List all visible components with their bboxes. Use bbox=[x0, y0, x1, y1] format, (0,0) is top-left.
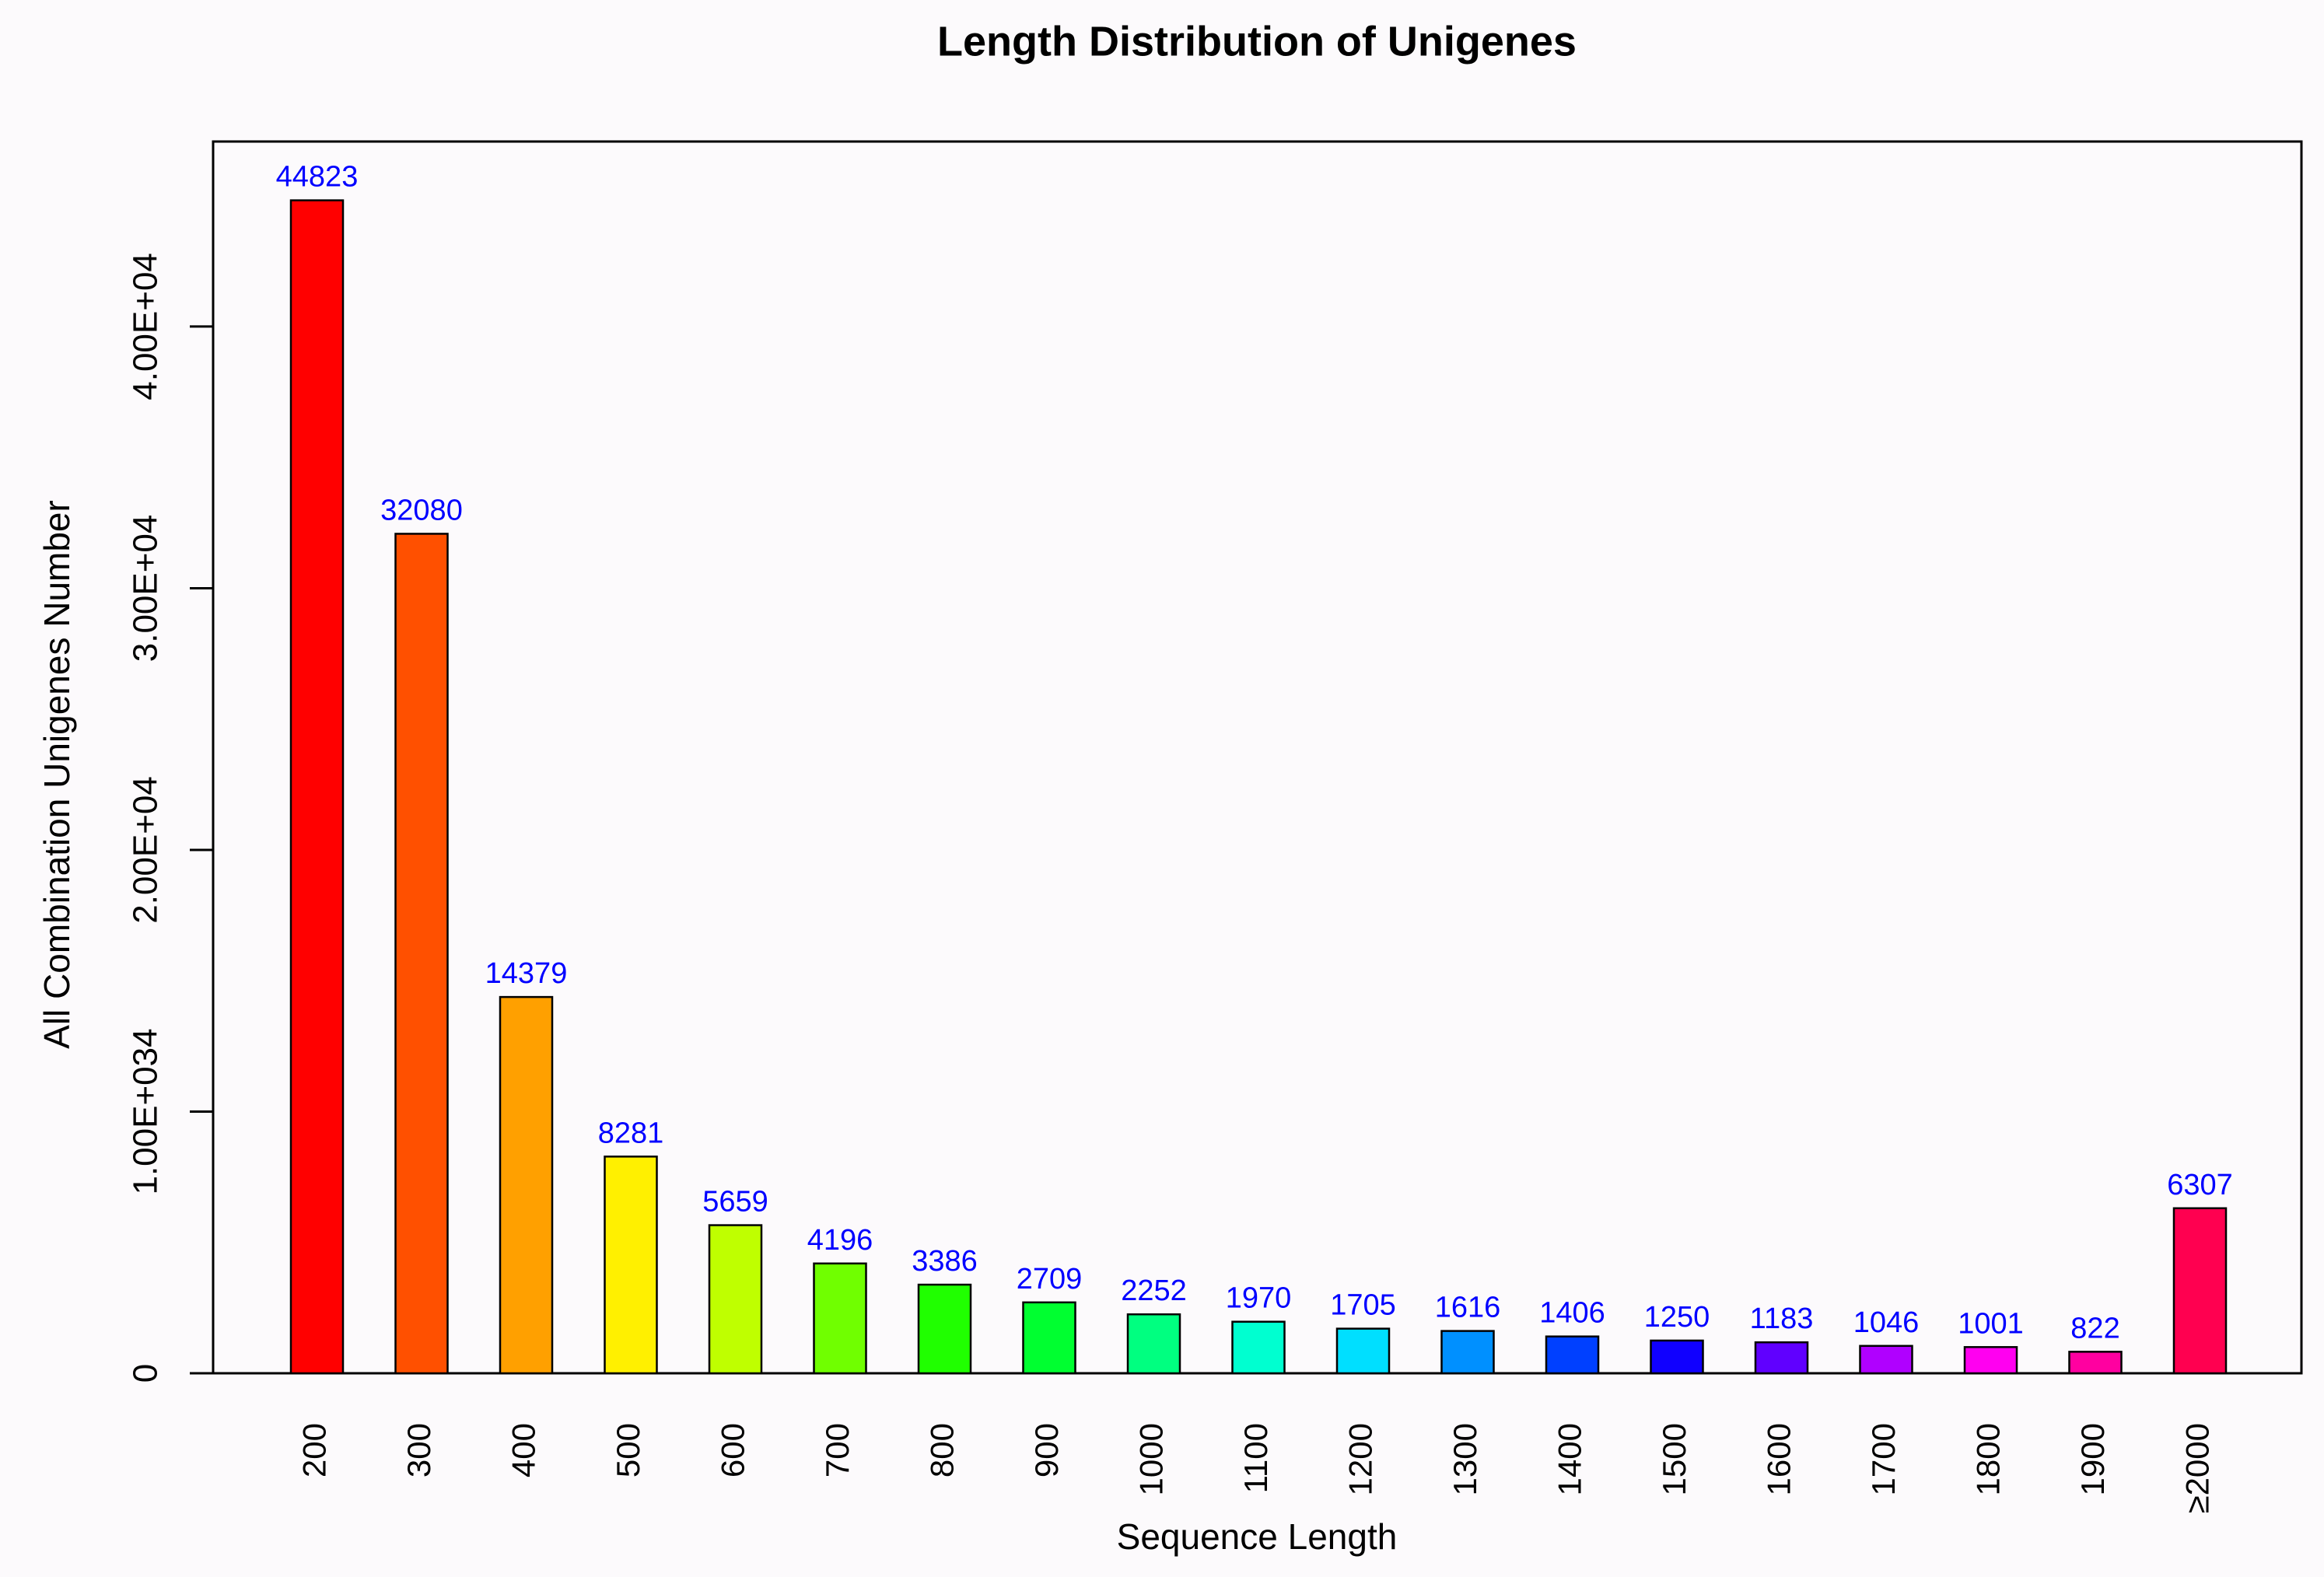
y-tick-label: 0 bbox=[127, 1364, 165, 1383]
x-tick-label: 1300 bbox=[1447, 1423, 1483, 1495]
x-tick-label: 300 bbox=[401, 1423, 437, 1477]
value-label: 8281 bbox=[598, 1117, 664, 1149]
bar bbox=[1963, 1346, 2018, 1375]
value-label: 3386 bbox=[912, 1245, 978, 1278]
value-label: 1250 bbox=[1644, 1301, 1710, 1334]
chart-title: Length Distribution of Unigenes bbox=[937, 18, 1577, 65]
x-tick-label: 500 bbox=[610, 1423, 646, 1477]
bar bbox=[2068, 1351, 2123, 1375]
value-label: 1616 bbox=[1435, 1292, 1501, 1324]
x-axis-title: Sequence Length bbox=[1117, 1516, 1398, 1557]
bar bbox=[289, 199, 345, 1375]
value-label: 6307 bbox=[2167, 1169, 2233, 1201]
value-label: 5659 bbox=[702, 1186, 768, 1219]
bar bbox=[1545, 1335, 1600, 1375]
bar bbox=[1231, 1320, 1286, 1375]
x-tick-label: 1000 bbox=[1133, 1423, 1170, 1495]
value-label: 1406 bbox=[1539, 1297, 1605, 1330]
y-tick-label: 2.00E+04 bbox=[127, 776, 165, 924]
bar bbox=[1126, 1313, 1181, 1375]
x-tick-label: 1400 bbox=[1552, 1423, 1588, 1495]
bar bbox=[499, 995, 554, 1375]
y-tick-label: 3.00E+04 bbox=[127, 515, 165, 663]
bar bbox=[1859, 1344, 1913, 1375]
bar bbox=[1022, 1301, 1076, 1375]
value-label: 2252 bbox=[1121, 1275, 1187, 1307]
value-label: 1046 bbox=[1853, 1306, 1920, 1339]
bar bbox=[604, 1156, 658, 1375]
value-label: 1001 bbox=[1958, 1307, 2024, 1340]
bar bbox=[1335, 1327, 1391, 1375]
value-label: 14379 bbox=[485, 957, 568, 990]
x-tick-label: ≥2000 bbox=[2179, 1423, 2216, 1513]
x-tick-label: 700 bbox=[819, 1423, 856, 1477]
bar bbox=[708, 1224, 763, 1375]
x-tick-label: 800 bbox=[924, 1423, 961, 1477]
x-tick-label: 600 bbox=[715, 1423, 751, 1477]
x-tick-label: 1200 bbox=[1342, 1423, 1379, 1495]
bar bbox=[1650, 1339, 1704, 1375]
value-label: 822 bbox=[2070, 1312, 2119, 1344]
bar bbox=[917, 1283, 972, 1375]
x-tick-label: 1600 bbox=[1761, 1423, 1797, 1495]
x-tick-label: 1900 bbox=[2074, 1423, 2111, 1495]
value-label: 1705 bbox=[1330, 1289, 1396, 1322]
y-tick-label: 4.00E+04 bbox=[127, 253, 165, 400]
x-tick-label: 400 bbox=[506, 1423, 542, 1477]
bar bbox=[394, 533, 449, 1375]
bar bbox=[813, 1262, 867, 1375]
value-label: 2709 bbox=[1017, 1263, 1083, 1296]
y-tick-label: 1.00E+034 bbox=[127, 1028, 165, 1194]
x-tick-label: 1100 bbox=[1237, 1423, 1274, 1493]
value-label: 1970 bbox=[1226, 1282, 1292, 1315]
value-label: 44823 bbox=[276, 161, 359, 194]
y-axis-title: All Combination Unigenes Number bbox=[37, 500, 77, 1049]
bar bbox=[2172, 1207, 2228, 1375]
x-tick-label: 200 bbox=[296, 1423, 333, 1477]
x-tick-label: 1800 bbox=[1970, 1423, 2007, 1495]
bar bbox=[1754, 1341, 1809, 1375]
x-tick-label: 1700 bbox=[1865, 1423, 1902, 1495]
value-label: 1183 bbox=[1750, 1303, 1814, 1335]
x-tick-label: 900 bbox=[1028, 1423, 1065, 1477]
x-tick-label: 1500 bbox=[1656, 1423, 1692, 1495]
bar bbox=[1440, 1330, 1495, 1375]
value-label: 4196 bbox=[807, 1224, 873, 1257]
value-label: 32080 bbox=[380, 494, 463, 526]
